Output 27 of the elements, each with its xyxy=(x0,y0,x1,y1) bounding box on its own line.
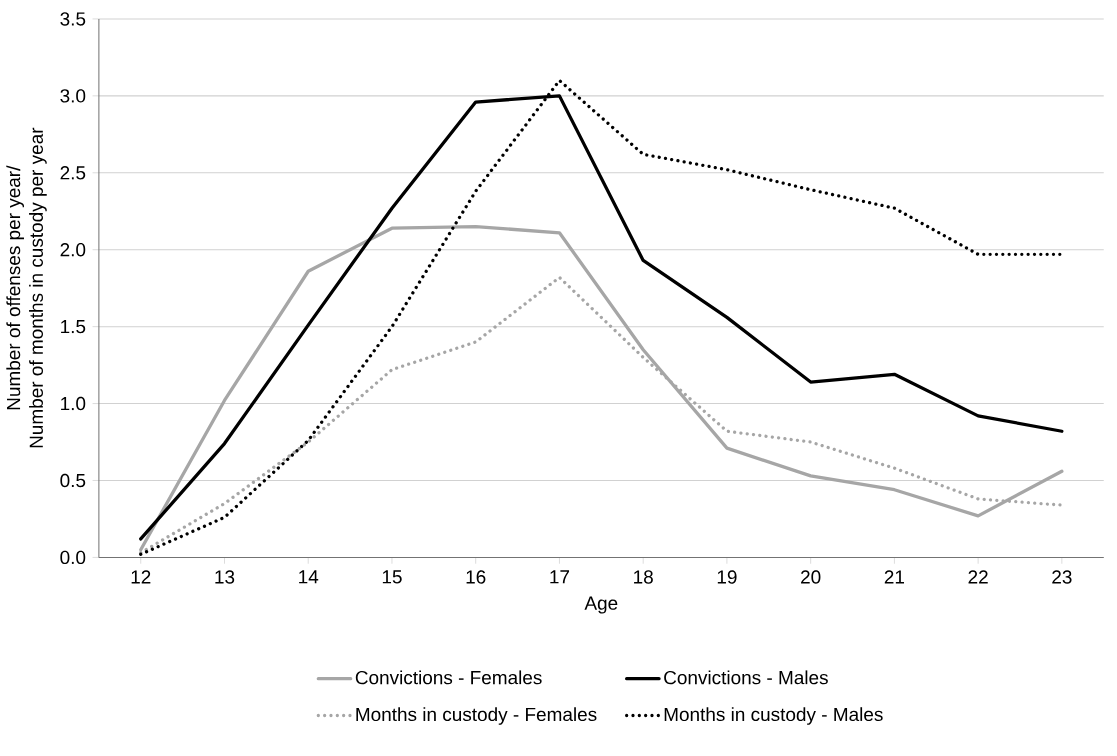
x-tick-label: 18 xyxy=(634,570,653,584)
x-tick-label: 13 xyxy=(215,570,235,584)
x-tick-label: 12 xyxy=(131,570,151,584)
y-tick-label: 1.5 xyxy=(61,319,86,334)
x-tick-label: 17 xyxy=(550,570,570,584)
x-tick-label: 15 xyxy=(382,570,402,584)
y-tick-label: 3.0 xyxy=(60,88,86,103)
line-series xyxy=(139,224,1064,552)
y-tick-label: 3.5 xyxy=(60,12,86,26)
legend-label: Convictions - Females xyxy=(355,670,542,685)
x-tick-label: 19 xyxy=(717,570,737,584)
x-tick-label: 16 xyxy=(466,570,486,584)
y-tick-label: 0.0 xyxy=(60,550,86,564)
x-axis-title: Age xyxy=(584,596,618,614)
y-tick-label: 2.0 xyxy=(60,242,86,257)
legend-label: Convictions - Males xyxy=(664,670,828,685)
y-axis-title: Number of offenses per year/ Number of months in custody per year xyxy=(6,127,47,448)
x-tick-label: 20 xyxy=(801,570,821,584)
legend-label: Months in custody - Females xyxy=(356,706,597,725)
x-tick-label: 23 xyxy=(1052,570,1072,584)
legend-label: Months in custody - Males xyxy=(664,706,883,725)
x-tick-label: 14 xyxy=(299,570,319,584)
y-tick-label: 2.5 xyxy=(60,165,86,180)
x-tick-label: 21 xyxy=(884,570,904,584)
y-tick-label: 0.5 xyxy=(60,473,86,487)
y-tick-label: 1.0 xyxy=(61,396,86,411)
x-tick-label: 22 xyxy=(968,570,988,584)
